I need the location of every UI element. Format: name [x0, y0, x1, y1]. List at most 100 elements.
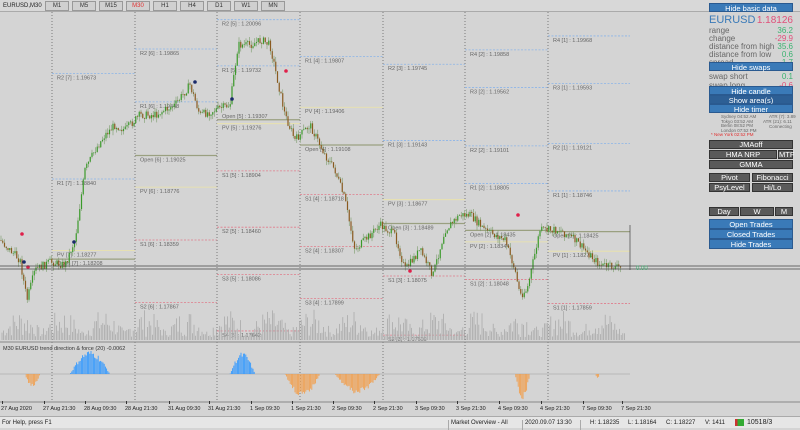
pivot-label: Open [7] : 1.18208	[57, 261, 103, 267]
hide-candle-button[interactable]: Hide candle	[709, 86, 793, 96]
candle-body	[306, 127, 308, 130]
candle-body	[110, 129, 112, 131]
candle-body	[392, 228, 394, 230]
hide-basic-data-button[interactable]: Hide basic data	[709, 3, 793, 13]
candle-body	[304, 127, 307, 130]
signal-dot	[284, 69, 288, 73]
candle-body	[140, 111, 142, 114]
candle-body	[432, 271, 434, 276]
candle-body	[23, 274, 25, 281]
candle-body	[450, 222, 452, 229]
candle-body	[521, 293, 524, 298]
pivot-button[interactable]: Pivot	[709, 173, 750, 182]
candle-body	[406, 264, 408, 267]
candle-body	[114, 123, 116, 130]
gmma-button[interactable]: GMMA	[709, 160, 793, 169]
chart-symbol-label: EURUSD,M30	[3, 2, 42, 9]
candle-body	[451, 222, 454, 224]
time-tick	[85, 401, 86, 404]
time-tick-label: 7 Sep 09:30	[582, 406, 612, 412]
candle-body	[210, 114, 212, 116]
signal-dot	[230, 97, 234, 101]
atr21: ATR (21): 6.11	[763, 119, 792, 124]
candle-body	[471, 211, 473, 213]
candle-body	[133, 123, 135, 126]
timeframe-m15[interactable]: M15	[99, 0, 123, 11]
candle-body	[49, 258, 51, 260]
mtf-button[interactable]: MTF	[778, 150, 795, 159]
closed-trades-button[interactable]: Closed Trades	[709, 229, 793, 239]
swap-label: swap long	[709, 82, 745, 90]
pivot-label: R2 [1] : 1.19121	[553, 145, 592, 151]
candle-body	[530, 268, 532, 279]
candle-body	[614, 266, 616, 269]
candle-body	[490, 229, 492, 231]
candle-body	[584, 248, 587, 251]
pivot-label: R2 [2] : 1.19101	[470, 148, 509, 154]
candle-body	[485, 227, 487, 229]
month-button[interactable]: M	[775, 207, 793, 216]
candle-body	[224, 103, 226, 105]
timeframe-h1[interactable]: H1	[153, 0, 177, 11]
hide-trades-button[interactable]: Hide Trades	[709, 239, 793, 249]
signal-dot	[20, 232, 24, 236]
open-trades-button[interactable]: Open Trades	[709, 219, 793, 229]
candle-body	[287, 116, 289, 126]
show-areas-button[interactable]: Show area(s)	[709, 95, 793, 105]
candle-body	[154, 111, 156, 118]
candle-body	[441, 243, 443, 250]
candle-body	[51, 258, 53, 263]
candle-body	[7, 248, 9, 251]
fibonacci-button[interactable]: Fibonacci	[752, 173, 793, 182]
timer-clock: * New York 02:52 PM	[711, 132, 754, 137]
candle-body	[327, 160, 329, 162]
timeframe-mn[interactable]: MN	[261, 0, 285, 11]
candle-body	[233, 74, 235, 87]
candle-body	[12, 253, 14, 254]
candle-body	[542, 226, 545, 228]
candle-body	[507, 245, 510, 248]
timeframe-h4[interactable]: H4	[180, 0, 204, 11]
candle-body	[61, 261, 63, 268]
candle-body	[504, 237, 506, 241]
candle-body	[9, 248, 11, 251]
timeframe-m5[interactable]: M5	[72, 0, 96, 11]
signal-dot	[516, 213, 520, 217]
candle-body	[33, 270, 35, 276]
hide-timer-button[interactable]: Hide timer	[709, 104, 793, 114]
profile-name: Market Overview - All	[451, 420, 508, 426]
candle-body	[339, 178, 342, 183]
candle-body	[152, 115, 154, 118]
candle-body	[380, 221, 382, 226]
timeframe-w1[interactable]: W1	[234, 0, 258, 11]
timeframe-m30[interactable]: M30	[126, 0, 150, 11]
candle-body	[579, 241, 581, 248]
psylevel-button[interactable]: PsyLevel	[709, 183, 750, 192]
hma-nrp-button[interactable]: HMA NRP	[709, 150, 777, 159]
candle-body	[506, 237, 508, 246]
day-button[interactable]: Day	[709, 207, 739, 216]
candle-body	[404, 262, 406, 267]
time-tick-label: 31 Aug 21:30	[208, 406, 241, 412]
pivot-label: R1 [3] : 1.19143	[388, 143, 427, 149]
timer-clock: London 07:52 PM	[721, 127, 757, 133]
hi-lo-button[interactable]: Hi/Lo	[752, 183, 793, 192]
candle-body	[315, 134, 317, 137]
candle-body	[91, 152, 93, 157]
candle-body	[290, 128, 293, 130]
pivot-label: S2 [3] : 1.17609	[388, 337, 427, 343]
candle-body	[199, 111, 202, 113]
candle-body	[103, 138, 105, 140]
candle-body	[537, 236, 539, 248]
hide-swaps-button[interactable]: Hide swaps	[709, 62, 793, 72]
candle-body	[150, 115, 153, 119]
price-chart[interactable]: R2 [7] : 1.19673 R1 [7] : 1.18840 PV [7] :…	[0, 12, 800, 403]
week-button[interactable]: W	[740, 207, 774, 216]
jma-button[interactable]: JMAoff	[709, 140, 793, 149]
candle-body	[264, 37, 266, 43]
timeframe-d1[interactable]: D1	[207, 0, 231, 11]
candle-body	[297, 134, 300, 140]
candle-body	[374, 228, 377, 230]
timeframe-m1[interactable]: M1	[45, 0, 69, 11]
candle-body	[226, 104, 228, 108]
